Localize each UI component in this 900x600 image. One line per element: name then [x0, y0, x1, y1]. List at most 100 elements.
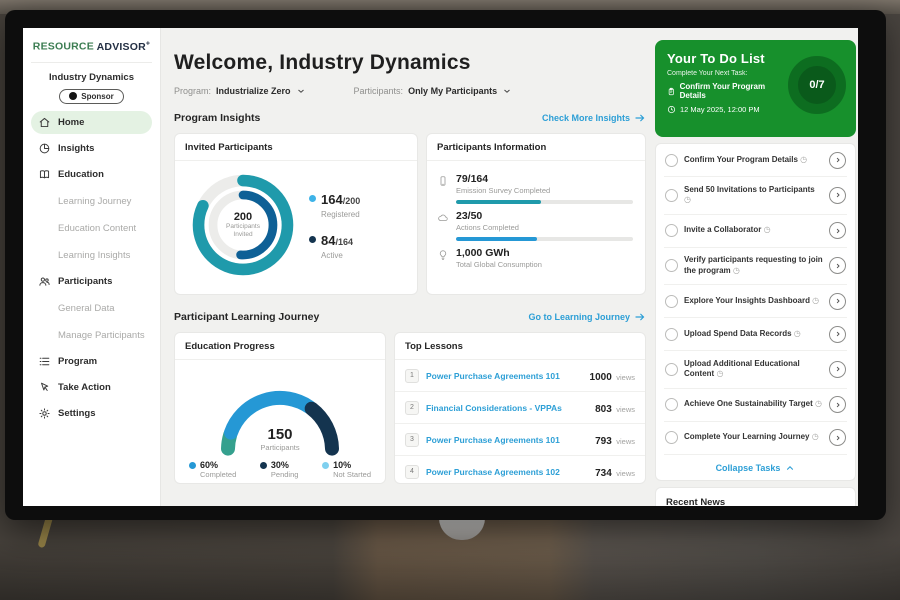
page-title: Welcome, Industry Dynamics — [174, 51, 471, 74]
lesson-rank: 2 — [405, 400, 419, 415]
participants-filter[interactable]: Participants: Only My Participants — [354, 86, 513, 96]
todo-column: Your To Do List Complete Your Next Task:… — [655, 28, 856, 506]
sidebar-item-label: General Data — [58, 302, 115, 314]
todo-checkbox[interactable] — [665, 431, 678, 445]
todo-open-button[interactable] — [829, 222, 846, 240]
chevron-right-icon — [836, 299, 839, 304]
top-lessons-card-title: Top Lessons — [395, 333, 645, 360]
todo-open-button[interactable] — [829, 360, 846, 378]
todo-item-achieve-one-sustainability-target: Achieve One Sustainability Target ◷ — [664, 389, 847, 422]
sidebar-item-label: Learning Insights — [58, 249, 131, 261]
todo-checkbox[interactable] — [665, 327, 678, 341]
todo-item-label: Send 50 Invitations to Participants ◷ — [684, 184, 815, 205]
gauge-legend: 60% Completed 30% Pending 10% Not Started — [175, 452, 385, 479]
desk-shadow — [0, 540, 900, 600]
sidebar-item-manage-participants[interactable]: Manage Participants — [31, 325, 152, 346]
todo-checkbox[interactable] — [665, 153, 678, 167]
todo-open-button[interactable] — [829, 325, 846, 343]
sidebar-item-settings[interactable]: Settings — [31, 402, 152, 425]
insights-cards-row: Invited Participants 200 Participants In… — [174, 133, 646, 295]
sidebar-item-label: Take Action — [58, 382, 111, 393]
todo-item-invite-a-collaborator: Invite a Collaborator ◷ — [664, 215, 847, 248]
clock-icon: ◷ — [716, 369, 724, 379]
sidebar-item-program[interactable]: Program — [31, 350, 152, 373]
dashboard-screen: RESOURCE ADVISOR+ Industry Dynamics Spon… — [23, 28, 858, 506]
todo-checkbox[interactable] — [665, 398, 678, 412]
chevron-right-icon — [836, 367, 839, 372]
lesson-link[interactable]: Financial Considerations - VPPAs — [426, 402, 562, 413]
todo-item-label: Achieve One Sustainability Target ◷ — [684, 399, 822, 409]
lesson-link[interactable]: Power Purchase Agreements 101 — [426, 434, 560, 445]
logo-advisor: ADVISOR+ — [96, 40, 151, 53]
invited-participants-card: Invited Participants 200 Participants In… — [174, 133, 418, 295]
lesson-row: 3 Power Purchase Agreements 101 793 views — [395, 424, 645, 456]
education-gauge-chart: 150 Participants — [195, 368, 365, 456]
collapse-tasks-link[interactable]: Collapse Tasks — [664, 455, 847, 480]
education-icon — [39, 170, 50, 179]
sidebar-item-take-action[interactable]: Take Action — [31, 376, 152, 399]
take-action-icon — [41, 382, 49, 391]
program-insights-title: Program Insights — [174, 112, 261, 124]
education-progress-card-title: Education Progress — [175, 333, 385, 360]
check-more-insights-link[interactable]: Check More Insights — [542, 112, 646, 124]
todo-checkbox[interactable] — [665, 188, 678, 202]
todo-progress-ring: 0/7 — [788, 56, 846, 114]
recent-news-title: Recent News — [666, 496, 726, 506]
gauge-legend-completed: 60% Completed — [189, 460, 236, 479]
learning-journey-title: Participant Learning Journey — [174, 311, 320, 323]
sidebar-item-education-content[interactable]: Education Content — [31, 218, 152, 239]
todo-item-label: Complete Your Learning Journey ◷ — [684, 432, 819, 442]
gauge-center-label: 150 Participants — [260, 426, 300, 452]
sidebar-item-participants[interactable]: Participants — [31, 270, 152, 293]
todo-open-button[interactable] — [829, 186, 846, 204]
chevron-right-icon — [836, 193, 839, 198]
sponsor-badge-label: Sponsor — [81, 91, 114, 101]
sidebar-item-home[interactable]: Home — [31, 111, 152, 134]
todo-checkbox[interactable] — [665, 259, 678, 273]
donut-center-label: 200 Participants Invited — [226, 210, 260, 238]
todo-progress-value: 0/7 — [809, 79, 825, 91]
lesson-views: 1000 views — [589, 371, 635, 383]
sponsor-badge[interactable]: Sponsor — [59, 88, 124, 104]
todo-item-upload-additional-educational-content: Upload Additional Educational Content ◷ — [664, 351, 847, 389]
sidebar-item-general-data[interactable]: General Data — [31, 298, 152, 319]
lesson-rank: 3 — [405, 432, 419, 447]
todo-open-button[interactable] — [829, 292, 846, 310]
legend-dot — [259, 462, 267, 469]
program-filter[interactable]: Program: Industrialize Zero — [174, 86, 306, 96]
lesson-link[interactable]: Power Purchase Agreements 101 — [426, 370, 560, 381]
progress-bar — [456, 237, 633, 241]
monitor-stand — [439, 518, 485, 540]
progress-bar — [456, 200, 633, 204]
sidebar-item-insights[interactable]: Insights — [31, 137, 152, 160]
todo-open-button[interactable] — [829, 429, 846, 447]
chevron-right-icon — [836, 332, 839, 337]
chevron-right-icon — [836, 228, 839, 233]
lesson-link[interactable]: Power Purchase Agreements 102 — [426, 466, 560, 477]
todo-item-label: Invite a Collaborator ◷ — [684, 225, 771, 235]
lesson-row: 4 Power Purchase Agreements 102 734 views — [395, 456, 645, 483]
chevron-down-icon — [504, 89, 510, 93]
sidebar-item-learning-journey[interactable]: Learning Journey — [31, 191, 152, 212]
go-to-learning-journey-link[interactable]: Go to Learning Journey — [528, 311, 646, 323]
lightbulb-icon — [439, 250, 447, 260]
learning-journey-header: Participant Learning Journey Go to Learn… — [174, 310, 646, 324]
sidebar-item-education[interactable]: Education — [31, 163, 152, 186]
todo-checkbox[interactable] — [665, 294, 678, 308]
sidebar-item-label: Participants — [58, 276, 113, 287]
todo-item-confirm-your-program-details: Confirm Your Program Details ◷ — [664, 144, 847, 177]
lesson-views: 803 views — [595, 403, 635, 415]
legend-item-registered: 164/200 Registered — [309, 191, 360, 219]
todo-open-button[interactable] — [829, 151, 846, 169]
todo-checkbox[interactable] — [665, 362, 678, 376]
todo-title: Your To Do List — [667, 51, 765, 66]
sidebar-item-label: Education Content — [58, 222, 137, 234]
todo-open-button[interactable] — [829, 257, 846, 275]
chevron-down-icon — [297, 89, 304, 93]
sidebar-item-learning-insights[interactable]: Learning Insights — [31, 245, 152, 266]
sponsor-icon — [69, 92, 78, 100]
todo-item-explore-your-insights-dashboard: Explore Your Insights Dashboard ◷ — [664, 285, 847, 319]
todo-open-button[interactable] — [829, 396, 846, 414]
learning-cards-row: Education Progress 150 Participants 60% C… — [174, 332, 646, 484]
todo-checkbox[interactable] — [665, 224, 678, 238]
